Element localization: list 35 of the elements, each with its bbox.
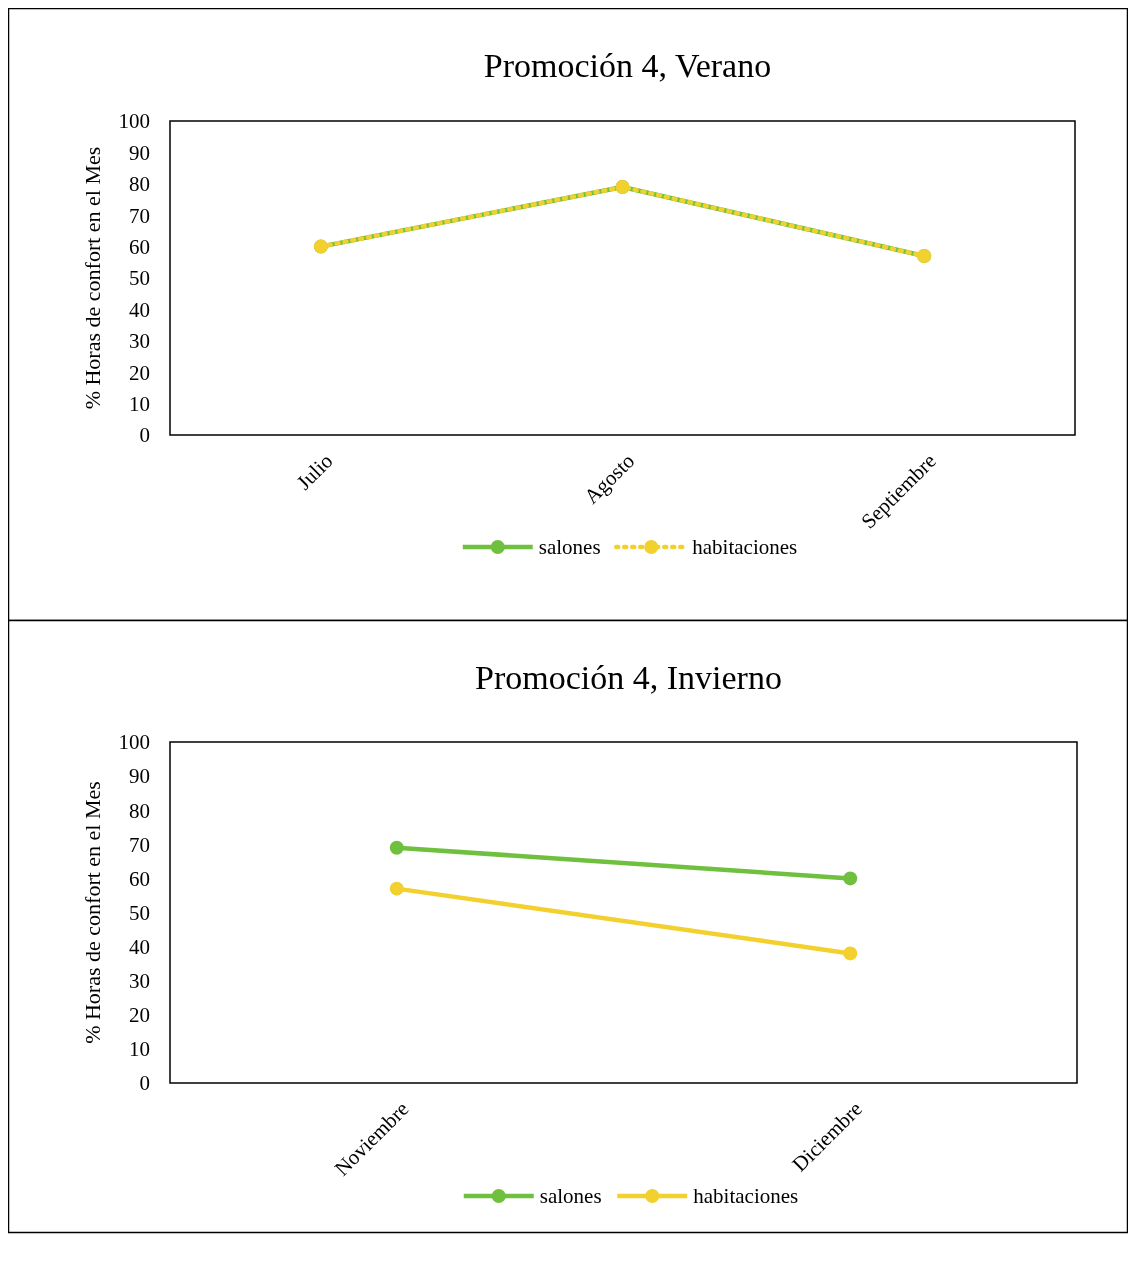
y-tick-label: 70 bbox=[129, 832, 150, 857]
y-tick-label: 0 bbox=[139, 423, 150, 448]
point bbox=[389, 881, 404, 896]
x-tick-label: Julio bbox=[291, 448, 338, 495]
y-tick-label: 100 bbox=[118, 730, 150, 755]
y-tick-label: 80 bbox=[129, 798, 150, 823]
y-tick-label: 50 bbox=[129, 266, 150, 291]
y-tick-label: 90 bbox=[129, 140, 150, 165]
chart-title: Promoción 4, Invierno bbox=[475, 659, 782, 696]
y-tick-label: 20 bbox=[129, 360, 150, 385]
y-tick-label: 100 bbox=[118, 109, 150, 134]
y-tick-label: 70 bbox=[129, 203, 150, 228]
y-axis-title: % Horas de confort en el Mes bbox=[80, 146, 105, 410]
point bbox=[843, 871, 858, 886]
y-tick-label: 30 bbox=[129, 329, 150, 354]
y-tick-label: 40 bbox=[129, 934, 150, 959]
y-tick-label: 50 bbox=[129, 900, 150, 925]
legend-label: salones bbox=[538, 535, 601, 560]
y-tick-label: 60 bbox=[129, 234, 150, 259]
y-tick-label: 40 bbox=[129, 297, 150, 322]
legend-label: habitaciones bbox=[692, 535, 798, 560]
point bbox=[389, 840, 404, 855]
y-tick-label: 10 bbox=[129, 1037, 150, 1062]
point bbox=[843, 946, 858, 961]
legend-label: salones bbox=[539, 1184, 602, 1209]
y-tick-label: 30 bbox=[129, 969, 150, 994]
y-tick-label: 20 bbox=[129, 1003, 150, 1028]
y-tick-label: 10 bbox=[129, 391, 150, 416]
y-tick-label: 60 bbox=[129, 866, 150, 891]
chart-title: Promoción 4, Verano bbox=[483, 47, 772, 84]
y-tick-label: 0 bbox=[139, 1071, 150, 1096]
legend-label: habitaciones bbox=[693, 1184, 799, 1209]
y-tick-label: 90 bbox=[129, 764, 150, 789]
y-axis-title: % Horas de confort en el Mes bbox=[80, 781, 105, 1044]
y-tick-label: 80 bbox=[129, 172, 150, 197]
